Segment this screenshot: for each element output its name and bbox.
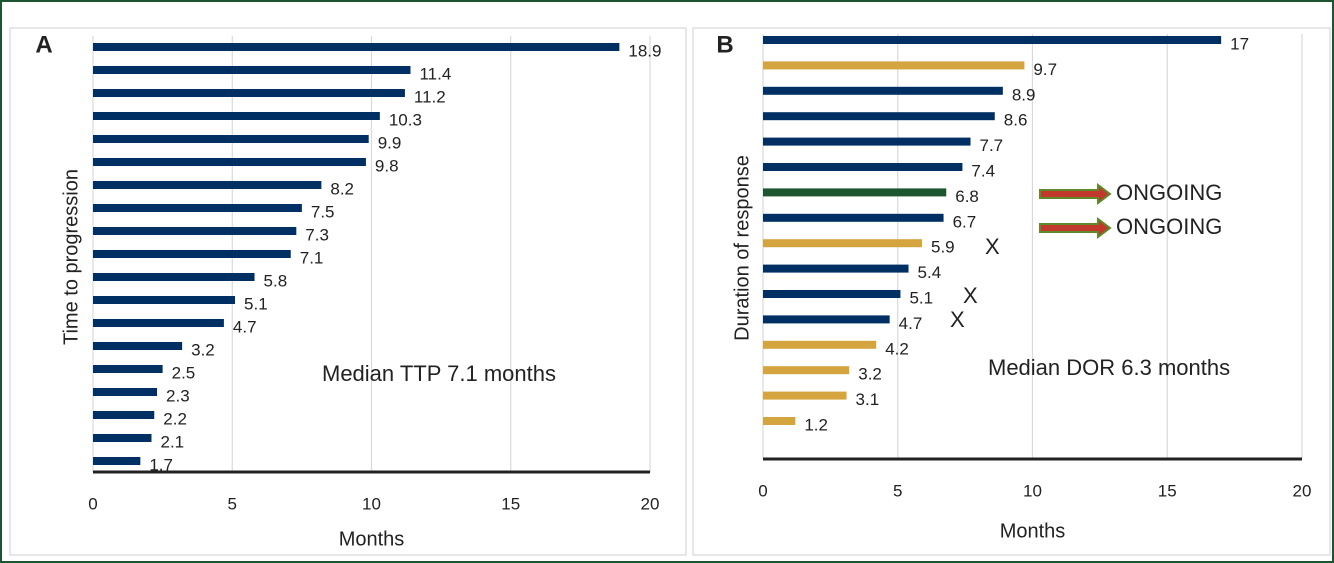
data-label: 1.2 (804, 415, 828, 434)
x-axis-title: Months (339, 528, 405, 550)
data-label: 7.1 (300, 248, 324, 267)
x-tick-label: 10 (362, 494, 381, 513)
data-label: 7.3 (305, 225, 329, 244)
bar (763, 188, 947, 197)
bar (93, 273, 255, 281)
bar (93, 89, 405, 97)
bar (763, 340, 877, 349)
data-label: 7.7 (980, 136, 1004, 155)
x-tick-label: 5 (228, 494, 237, 513)
data-label: 9.8 (375, 156, 399, 175)
panel-label: B (716, 31, 733, 58)
bar (93, 250, 291, 258)
data-label: 7.4 (971, 161, 995, 180)
panel-a-box (9, 27, 687, 556)
data-label: 5.1 (909, 288, 933, 307)
annotation: Median TTP 7.1 months (322, 361, 556, 386)
bar (93, 135, 369, 143)
x-tick-label: 15 (1158, 481, 1177, 500)
bar (763, 366, 850, 375)
ongoing-arrow (1039, 183, 1112, 205)
bar (93, 457, 141, 465)
data-label: 2.5 (172, 363, 196, 382)
y-axis-title: Duration of response (731, 155, 753, 341)
data-label: 8.2 (330, 179, 354, 198)
annotation: Median DOR 6.3 months (988, 355, 1230, 380)
data-label: 7.5 (311, 202, 335, 221)
bar (763, 112, 995, 121)
bar (93, 112, 380, 120)
bar (93, 388, 158, 396)
data-label: 4.7 (899, 314, 923, 333)
data-label: 11.2 (414, 87, 446, 106)
annotation: X (963, 283, 978, 308)
panel-label: A (35, 31, 52, 58)
data-label: 5.8 (264, 271, 288, 290)
data-label: 11.4 (419, 64, 451, 83)
bar (763, 137, 971, 146)
bar (763, 163, 963, 171)
annotation: X (950, 307, 965, 332)
data-label: 6.7 (953, 212, 977, 231)
bar (93, 365, 163, 373)
data-label: 6.8 (955, 187, 979, 206)
data-label: 3.1 (856, 390, 880, 409)
bar (763, 36, 1222, 44)
data-label: 9.9 (378, 133, 402, 152)
data-label: 9.7 (1033, 60, 1057, 79)
bar (93, 158, 366, 166)
x-tick-label: 5 (893, 481, 902, 500)
bar (93, 227, 297, 235)
data-label: 2.1 (160, 432, 184, 451)
bar (763, 417, 796, 425)
data-label: 2.2 (163, 409, 187, 428)
bar (93, 296, 236, 304)
bar (763, 290, 901, 298)
bar (763, 213, 944, 222)
x-tick-label: 0 (88, 494, 97, 513)
data-label: 5.9 (931, 238, 955, 257)
bar (93, 411, 155, 419)
bar (93, 204, 302, 212)
data-label: 10.3 (389, 110, 422, 129)
bar (93, 66, 411, 74)
y-axis-title: Time to progression (60, 169, 82, 345)
bar (93, 181, 322, 189)
bar (763, 315, 890, 324)
x-tick-label: 20 (641, 494, 660, 513)
data-label: 5.1 (244, 294, 268, 313)
bar (763, 86, 1003, 95)
bar (93, 43, 620, 51)
annotation: ONGOING (1116, 180, 1222, 205)
data-label: 8.9 (1012, 85, 1036, 104)
data-label: 3.2 (191, 340, 215, 359)
x-axis-title: Months (1000, 520, 1066, 542)
data-label: 5.4 (918, 263, 942, 282)
bar (93, 319, 224, 327)
x-tick-label: 20 (1293, 481, 1312, 500)
annotation: ONGOING (1116, 214, 1222, 239)
bar (763, 264, 909, 273)
data-label: 18.9 (628, 41, 661, 60)
data-label: 17 (1230, 34, 1249, 53)
x-tick-label: 0 (758, 481, 767, 500)
data-label: 2.3 (166, 386, 190, 405)
data-label: 8.6 (1004, 111, 1028, 130)
x-tick-label: 15 (501, 494, 520, 513)
bar (93, 342, 183, 350)
data-label: 4.2 (885, 339, 909, 358)
data-label: 3.2 (858, 365, 882, 384)
annotation: X (985, 234, 1000, 259)
bar (763, 391, 847, 400)
ongoing-arrow (1039, 217, 1112, 239)
x-tick-label: 10 (1023, 481, 1042, 500)
data-label: 1.7 (149, 455, 173, 474)
bar (763, 239, 923, 248)
data-label: 4.7 (233, 317, 257, 336)
bar (93, 434, 152, 442)
bar (763, 61, 1025, 70)
